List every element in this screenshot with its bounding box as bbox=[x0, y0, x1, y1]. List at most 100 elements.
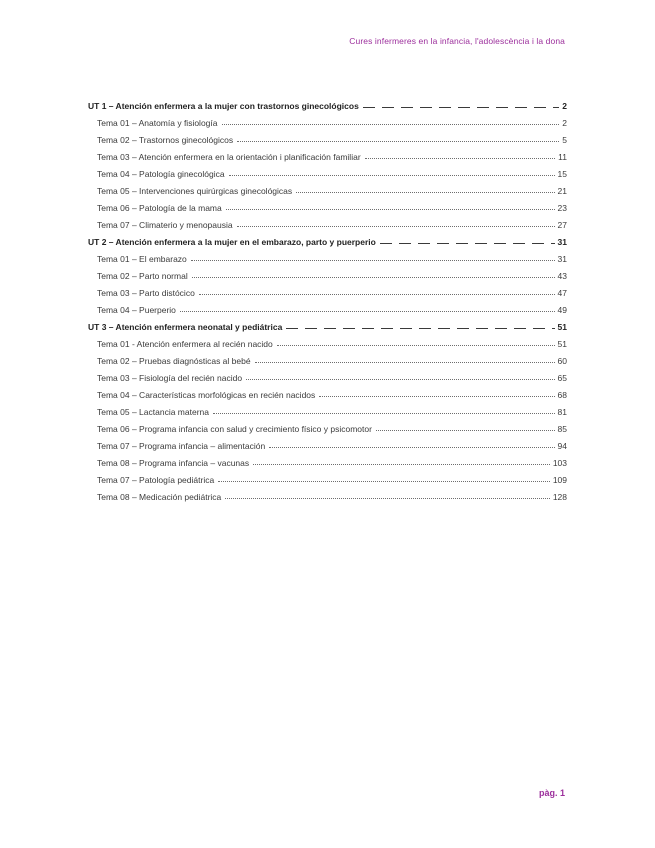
toc-entry[interactable]: Tema 02 – Trastornos ginecológicos 5 bbox=[88, 128, 567, 145]
toc-leader bbox=[236, 226, 555, 227]
toc-entry[interactable]: Tema 06 – Programa infancia con salud y … bbox=[88, 417, 567, 434]
toc-leader bbox=[364, 158, 556, 159]
toc-page-number: 94 bbox=[557, 441, 567, 451]
toc-leader bbox=[225, 498, 550, 499]
toc-page-number: 5 bbox=[562, 135, 567, 145]
toc-page-number: 109 bbox=[552, 475, 567, 485]
toc-page-number: 60 bbox=[557, 356, 567, 366]
toc-entry[interactable]: Tema 02 – Pruebas diagnósticas al bebé 60 bbox=[88, 349, 567, 366]
toc-page-number: 103 bbox=[552, 458, 567, 468]
toc-leader bbox=[246, 379, 555, 380]
toc-page-number: 31 bbox=[557, 254, 567, 264]
toc-entry-label: Tema 01 - Atención enfermera al recién n… bbox=[97, 339, 273, 349]
toc-page-number: 43 bbox=[557, 271, 567, 281]
toc-entry-label: Tema 05 – Lactancia materna bbox=[97, 407, 209, 417]
toc-leader bbox=[179, 311, 555, 312]
toc-entry[interactable]: UT 3 – Atención enfermera neonatal y ped… bbox=[88, 315, 567, 332]
toc-leader bbox=[375, 430, 555, 431]
toc-entry[interactable]: Tema 02 – Parto normal 43 bbox=[88, 264, 567, 281]
toc-entry[interactable]: Tema 06 – Patología de la mama 23 bbox=[88, 196, 567, 213]
toc-entry[interactable]: Tema 07 – Climaterio y menopausia 27 bbox=[88, 213, 567, 230]
page-number-footer: pàg. 1 bbox=[538, 788, 565, 798]
toc-page-number: 51 bbox=[557, 322, 567, 332]
document-header: Cures infermeres en la infancia, l'adole… bbox=[349, 36, 565, 46]
toc-entry[interactable]: Tema 05 – Lactancia materna 81 bbox=[88, 400, 567, 417]
toc-page-number: 31 bbox=[557, 237, 567, 247]
toc-page-number: 81 bbox=[557, 407, 567, 417]
toc-page-number: 68 bbox=[557, 390, 567, 400]
toc-entry-label: Tema 08 – Medicación pediátrica bbox=[97, 492, 222, 502]
toc-leader bbox=[225, 209, 555, 210]
toc-entry[interactable]: Tema 08 – Medicación pediátrica 128 bbox=[88, 485, 567, 502]
toc-leader bbox=[212, 413, 555, 414]
toc-entry[interactable]: Tema 03 – Parto distócico 47 bbox=[88, 281, 567, 298]
toc-entry-label: Tema 02 – Trastornos ginecológicos bbox=[97, 135, 234, 145]
toc-leader bbox=[228, 175, 555, 176]
toc-entry-label: Tema 07 – Patología pediátrica bbox=[97, 475, 215, 485]
toc-list: UT 1 – Atención enfermera a la mujer con… bbox=[88, 94, 567, 502]
toc-leader bbox=[253, 464, 550, 465]
toc-entry-label: Tema 07 – Programa infancia – alimentaci… bbox=[97, 441, 266, 451]
toc-entry-label: Tema 01 – El embarazo bbox=[97, 254, 187, 264]
toc-entry[interactable]: Tema 01 – El embarazo 31 bbox=[88, 247, 567, 264]
toc-leader bbox=[269, 447, 555, 448]
toc-page-number: 23 bbox=[557, 203, 567, 213]
toc-entry-label: Tema 08 – Programa infancia – vacunas bbox=[97, 458, 250, 468]
toc-leader bbox=[362, 107, 560, 108]
toc-entry[interactable]: Tema 03 – Fisiología del recién nacido 65 bbox=[88, 366, 567, 383]
toc-entry-label: Tema 06 – Patología de la mama bbox=[97, 203, 222, 213]
toc-entry[interactable]: Tema 08 – Programa infancia – vacunas 103 bbox=[88, 451, 567, 468]
toc-entry[interactable]: Tema 01 - Atención enfermera al recién n… bbox=[88, 332, 567, 349]
toc-page-number: 15 bbox=[557, 169, 567, 179]
toc-leader bbox=[296, 192, 555, 193]
toc-entry[interactable]: Tema 05 – Intervenciones quirúrgicas gin… bbox=[88, 179, 567, 196]
toc-page-number: 21 bbox=[557, 186, 567, 196]
toc-entry-label: Tema 01 – Anatomía y fisiología bbox=[97, 118, 218, 128]
toc-leader bbox=[276, 345, 555, 346]
toc-leader bbox=[254, 362, 555, 363]
toc-entry-label: Tema 04 – Características morfológicas e… bbox=[97, 390, 316, 400]
toc-entry-label: Tema 06 – Programa infancia con salud y … bbox=[97, 424, 372, 434]
toc-leader bbox=[218, 481, 550, 482]
toc-page-number: 49 bbox=[557, 305, 567, 315]
toc-entry-label: Tema 04 – Patología ginecológica bbox=[97, 169, 225, 179]
toc-page-number: 47 bbox=[557, 288, 567, 298]
toc-page-number: 128 bbox=[552, 492, 567, 502]
toc-leader bbox=[198, 294, 555, 295]
toc-page-number: 65 bbox=[557, 373, 567, 383]
toc-leader bbox=[286, 328, 555, 329]
toc-entry-label: Tema 04 – Puerperio bbox=[97, 305, 176, 315]
toc-entry-label: Tema 02 – Parto normal bbox=[97, 271, 188, 281]
toc-entry-label: Tema 02 – Pruebas diagnósticas al bebé bbox=[97, 356, 251, 366]
toc-entry[interactable]: Tema 07 – Programa infancia – alimentaci… bbox=[88, 434, 567, 451]
toc-leader bbox=[319, 396, 555, 397]
toc-entry[interactable]: UT 1 – Atención enfermera a la mujer con… bbox=[88, 94, 567, 111]
toc-entry-label: UT 2 – Atención enfermera a la mujer en … bbox=[88, 237, 376, 247]
toc-entry[interactable]: Tema 03 – Atención enfermera en la orien… bbox=[88, 145, 567, 162]
toc-entry-label: UT 1 – Atención enfermera a la mujer con… bbox=[88, 101, 359, 111]
toc-leader bbox=[221, 124, 560, 125]
toc-leader bbox=[190, 260, 555, 261]
toc-page-number: 85 bbox=[557, 424, 567, 434]
toc-entry[interactable]: Tema 04 – Patología ginecológica 15 bbox=[88, 162, 567, 179]
toc-entry-label: Tema 05 – Intervenciones quirúrgicas gin… bbox=[97, 186, 293, 196]
toc-entry-label: Tema 03 – Parto distócico bbox=[97, 288, 195, 298]
toc-entry[interactable]: Tema 07 – Patología pediátrica 109 bbox=[88, 468, 567, 485]
toc-entry[interactable]: UT 2 – Atención enfermera a la mujer en … bbox=[88, 230, 567, 247]
toc-entry[interactable]: Tema 04 – Puerperio 49 bbox=[88, 298, 567, 315]
toc-entry-label: Tema 07 – Climaterio y menopausia bbox=[97, 220, 233, 230]
toc-page-number: 51 bbox=[557, 339, 567, 349]
toc-leader bbox=[237, 141, 560, 142]
toc-entry-label: Tema 03 – Fisiología del recién nacido bbox=[97, 373, 243, 383]
toc-entry[interactable]: Tema 01 – Anatomía y fisiología 2 bbox=[88, 111, 567, 128]
toc-entry[interactable]: Tema 04 – Características morfológicas e… bbox=[88, 383, 567, 400]
toc-page-number: 2 bbox=[562, 101, 567, 111]
toc-entry-label: UT 3 – Atención enfermera neonatal y ped… bbox=[88, 322, 283, 332]
toc-page-number: 27 bbox=[557, 220, 567, 230]
toc-leader bbox=[379, 243, 555, 244]
toc-page-number: 2 bbox=[562, 118, 567, 128]
toc-page-number: 11 bbox=[558, 152, 567, 162]
toc-leader bbox=[191, 277, 555, 278]
toc-entry-label: Tema 03 – Atención enfermera en la orien… bbox=[97, 152, 361, 162]
